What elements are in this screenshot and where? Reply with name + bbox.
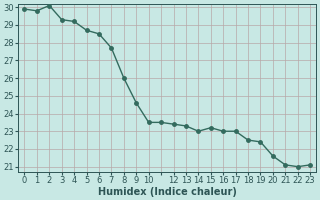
X-axis label: Humidex (Indice chaleur): Humidex (Indice chaleur) xyxy=(98,187,237,197)
